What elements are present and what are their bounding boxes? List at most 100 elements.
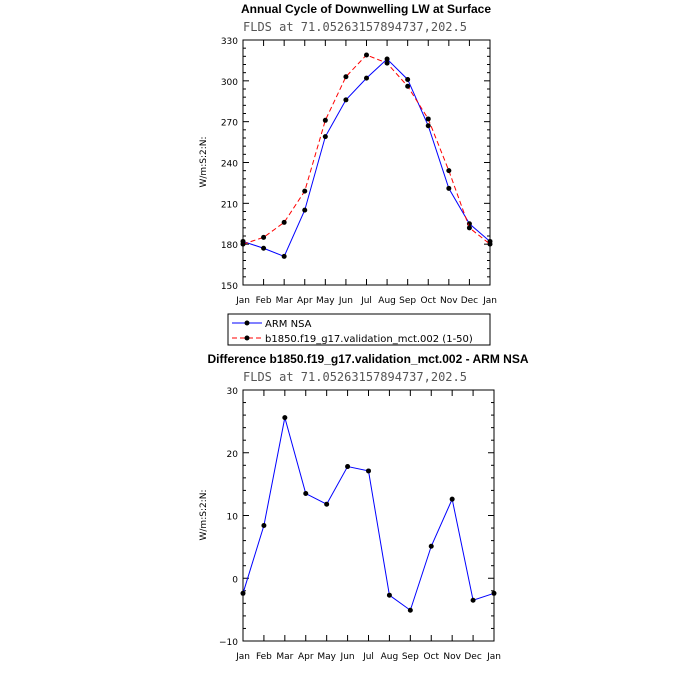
chart1-series-0-point <box>343 97 349 103</box>
chart1-y-tick-label: 300 <box>221 78 238 88</box>
chart1-series-1-point <box>446 168 452 174</box>
legend-marker-arm-nsa <box>244 320 250 326</box>
chart1-x-tick-label: May <box>316 296 335 306</box>
chart2-title: Difference b1850.f19_g17.validation_mct.… <box>207 352 528 366</box>
chart1-series-1-point <box>322 117 328 123</box>
chart1-y-axis-label: W/m:S:2:N: <box>199 137 209 188</box>
chart1-x-tick-label: Jan <box>235 296 250 306</box>
chart1-series-1-line <box>242 54 491 245</box>
chart2-series-0-point <box>449 496 455 502</box>
chart1-series-0-point <box>322 134 328 140</box>
chart2-x-tick-label: Jan <box>486 652 501 662</box>
chart2-series-0-point <box>407 607 413 613</box>
chart2-series <box>240 415 497 613</box>
chart2-x-tick-label: Apr <box>298 652 314 662</box>
chart1-series-1-point <box>384 60 390 66</box>
chart2-series-0-point <box>428 543 434 549</box>
legend-label-arm-nsa: ARM NSA <box>265 319 312 330</box>
chart1-series-1-point <box>466 225 472 231</box>
chart2-x-tick-label: May <box>317 652 336 662</box>
chart1-series-1-point <box>302 188 308 194</box>
chart2-series-0-point <box>282 415 288 421</box>
chart1-y-tick-label: 330 <box>221 37 238 47</box>
chart1-series-0-point <box>261 245 267 251</box>
difference-chart: Difference b1850.f19_g17.validation_mct.… <box>199 352 529 662</box>
chart1-series-1-point <box>487 241 493 247</box>
chart2-y-tick-label: −10 <box>219 638 238 648</box>
chart2-series-0-line <box>242 417 495 612</box>
chart2-x-tick-label: Aug <box>381 652 399 662</box>
chart2-subtitle: FLDS at 71.05263157894737,202.5 <box>243 370 467 384</box>
chart1-series-1-point <box>425 116 431 122</box>
chart1-x-tick-label: Sep <box>399 296 416 306</box>
chart1-series-0-point <box>446 185 452 191</box>
chart2-series-0-point <box>366 468 371 474</box>
chart1-title: Annual Cycle of Downwelling LW at Surfac… <box>241 2 491 16</box>
chart1-series-1-point <box>405 83 411 89</box>
chart1-series <box>240 52 493 259</box>
chart1-series-0-point <box>302 207 308 213</box>
legend-entry-model: b1850.f19_g17.validation_mct.002 (1-50) <box>232 334 473 345</box>
chart2-series-0-point <box>470 597 476 603</box>
chart2-y-axis-label: W/m:S:2:N: <box>199 490 209 541</box>
chart1-x-tick-label: Dec <box>461 296 478 306</box>
chart1-x-tick-label: Apr <box>297 296 313 306</box>
chart2-x-tick-label: Nov <box>443 652 461 662</box>
chart1-x-ticks: Jan Feb Mar Apr May Jun Jul Aug Sep Oct Nov Dec Jan <box>235 40 497 306</box>
chart1-series-1-point <box>261 234 267 240</box>
chart1-series-0-point <box>405 76 411 82</box>
chart1-x-tick-label: Oct <box>420 296 436 306</box>
chart1-x-tick-label: Aug <box>378 296 396 306</box>
chart1-y-tick-label: 150 <box>221 282 238 292</box>
chart2-x-tick-label: Feb <box>256 652 272 662</box>
chart2-plot-area <box>242 389 495 642</box>
chart2-y-tick-label: 0 <box>232 575 238 585</box>
chart1-series-0-point <box>281 253 287 259</box>
chart2-x-tick-label: Mar <box>276 652 293 662</box>
chart2-y-tick-label: 20 <box>227 450 239 460</box>
chart1-subtitle: FLDS at 71.05263157894737,202.5 <box>243 20 467 34</box>
chart1-x-tick-label: Mar <box>276 296 293 306</box>
chart1-y-tick-label: 210 <box>221 200 238 210</box>
chart2-series-0-point <box>491 590 497 596</box>
chart2-x-ticks: Jan Feb Mar Apr May Jun Jul Aug Sep Oct Nov Dec Jan <box>235 390 501 662</box>
chart1-y-tick-label: 270 <box>221 119 238 129</box>
chart1-series-0-point <box>364 75 369 81</box>
chart1-series-1-point <box>281 219 287 225</box>
chart1-series-1-point <box>343 74 349 80</box>
chart1-x-tick-label: Jan <box>482 296 497 306</box>
chart1-series-0-point <box>384 56 390 62</box>
legend-box <box>227 313 491 346</box>
chart1-x-tick-label: Jul <box>360 296 372 306</box>
annual-cycle-chart: Annual Cycle of Downwelling LW at Surfac… <box>199 2 497 346</box>
chart1-x-tick-label: Feb <box>256 296 272 306</box>
chart2-series-0-point <box>240 590 246 596</box>
chart2-series-0-point <box>303 491 309 497</box>
chart2-x-tick-label: Oct <box>423 652 439 662</box>
chart2-x-tick-label: Jan <box>235 652 250 662</box>
chart2-series-0-point <box>261 523 267 529</box>
chart1-series-0-line <box>242 58 491 258</box>
chart2-x-tick-label: Dec <box>464 652 481 662</box>
chart1-series-0-point <box>425 123 431 129</box>
chart1-y-ticks: 150 180 210 240 270 300 330 <box>221 37 490 292</box>
chart1-x-tick-label: Nov <box>440 296 458 306</box>
chart1-y-tick-label: 180 <box>221 241 238 251</box>
legend-label-model: b1850.f19_g17.validation_mct.002 (1-50) <box>265 334 473 345</box>
chart2-y-ticks: −10 0 10 20 30 <box>219 387 494 648</box>
chart2-series-0-point <box>324 501 330 507</box>
chart2-x-tick-label: Sep <box>402 652 419 662</box>
chart1-series-1-point <box>240 241 246 247</box>
chart2-series-0-point <box>345 464 351 470</box>
chart2-x-tick-label: Jul <box>362 652 374 662</box>
chart1-y-tick-label: 240 <box>221 160 238 170</box>
chart2-series-0-point <box>386 592 392 598</box>
chart2-x-tick-label: Jun <box>340 652 355 662</box>
chart1-x-tick-label: Jun <box>338 296 353 306</box>
legend-entry-arm-nsa: ARM NSA <box>232 319 312 330</box>
legend-marker-model <box>244 335 250 341</box>
chart1-legend: ARM NSA b1850.f19_g17.validation_mct.002… <box>227 313 491 346</box>
chart2-y-tick-label: 30 <box>227 387 239 397</box>
chart1-series-1-point <box>364 52 369 58</box>
